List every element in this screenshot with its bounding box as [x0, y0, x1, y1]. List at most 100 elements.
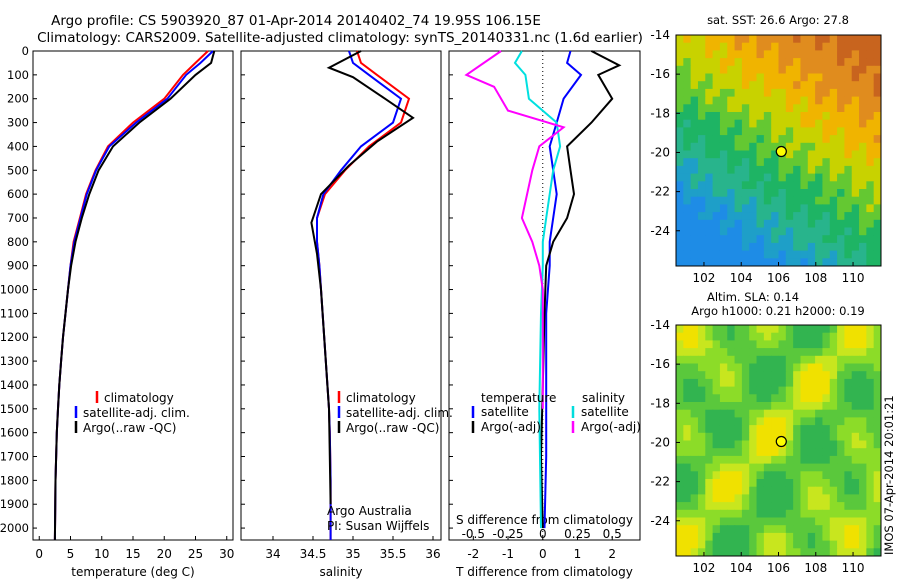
- map-cell: [719, 363, 728, 372]
- map-cell: [815, 235, 823, 244]
- depth-tick-label: 400: [7, 139, 29, 153]
- map-cell: [873, 112, 882, 121]
- map-cell: [690, 386, 699, 395]
- map-cell: [815, 540, 823, 549]
- map-cell: [771, 219, 779, 228]
- map-cell: [829, 104, 838, 113]
- map-cell: [734, 332, 743, 341]
- map-cell: [734, 502, 743, 511]
- diff-temp-sat-label: satellite: [481, 405, 529, 419]
- map-cell: [807, 540, 816, 549]
- map-cell: [859, 50, 867, 59]
- map-cell: [844, 127, 853, 136]
- map-cell: [859, 417, 867, 426]
- map-cell: [756, 150, 765, 159]
- legend-argo-label: Argo(..raw -QC): [346, 421, 439, 435]
- map-cell: [705, 548, 714, 557]
- map-cell: [763, 42, 772, 51]
- map-cell: [844, 50, 853, 59]
- depth-tick-label: 500: [7, 163, 29, 177]
- map-cell: [763, 432, 772, 441]
- map-cell: [844, 540, 853, 549]
- map-cell: [785, 355, 794, 364]
- map-cell: [837, 548, 845, 557]
- s-tick-label: -0.5: [462, 527, 485, 541]
- map-cell: [719, 417, 728, 426]
- map-cell: [712, 425, 721, 434]
- map-cell: [807, 127, 816, 136]
- map-cell: [815, 150, 823, 159]
- map-cell: [851, 50, 860, 59]
- map-cell: [822, 402, 831, 411]
- map-cell: [837, 394, 845, 403]
- map-cell: [763, 181, 772, 190]
- map-cell: [771, 73, 779, 82]
- map-cell: [815, 386, 823, 395]
- map-cell: [697, 212, 706, 221]
- map-cell: [851, 127, 860, 136]
- map-cell: [866, 81, 875, 90]
- map-cell: [749, 455, 758, 465]
- map-cell: [807, 455, 816, 465]
- map-cell: [741, 127, 750, 136]
- map-cell: [800, 181, 809, 190]
- map-cell: [785, 479, 794, 488]
- map-cell: [705, 135, 714, 144]
- map-cell: [719, 81, 728, 90]
- map-cell: [734, 196, 743, 205]
- map-cell: [697, 378, 706, 388]
- map-cell: [697, 173, 706, 182]
- legend-clim-label: climatology: [104, 391, 174, 405]
- map-cell: [763, 81, 772, 90]
- map-cell: [697, 181, 706, 190]
- map-cell: [771, 50, 779, 59]
- map-cell: [676, 471, 684, 480]
- map-cell: [837, 509, 845, 518]
- map-cell: [851, 196, 860, 205]
- map-cell: [837, 165, 845, 175]
- map-cell: [734, 150, 743, 159]
- map-cell: [778, 173, 787, 182]
- map-cell: [873, 463, 882, 472]
- map-cell: [807, 81, 816, 90]
- map-cell: [844, 42, 853, 51]
- map-cell: [741, 363, 750, 372]
- map-cell: [690, 502, 699, 511]
- map-cell: [727, 112, 736, 121]
- map-cell: [785, 73, 794, 82]
- map-cell: [844, 227, 853, 236]
- map-cell: [851, 235, 860, 244]
- map-cell: [683, 65, 692, 74]
- map-cell: [866, 502, 875, 511]
- map-cell: [785, 212, 794, 221]
- map-cell: [859, 196, 867, 205]
- map-cell: [844, 88, 853, 98]
- map-cell: [822, 65, 831, 74]
- map-cell: [676, 235, 684, 244]
- x-axis-label: temperature (deg C): [71, 565, 194, 579]
- map-cell: [749, 104, 758, 113]
- map-cell: [719, 212, 728, 221]
- map-cell: [800, 332, 809, 341]
- map-cell: [756, 204, 765, 213]
- map-cell: [734, 119, 743, 128]
- map-cell: [844, 142, 853, 151]
- map-cell: [749, 363, 758, 372]
- map-cell: [771, 517, 779, 526]
- map-cell: [800, 425, 809, 434]
- map-cell: [756, 135, 765, 144]
- map-cell: [851, 325, 860, 334]
- map-cell: [851, 548, 860, 557]
- map-cell: [866, 181, 875, 190]
- map-cell: [727, 212, 736, 221]
- map-cell: [800, 112, 809, 121]
- map-cell: [778, 355, 787, 364]
- map-cell: [763, 448, 772, 457]
- map-cell: [822, 386, 831, 395]
- map-cell: [815, 325, 823, 334]
- map-cell: [741, 448, 750, 457]
- map-cell: [859, 158, 867, 167]
- map-cell: [785, 348, 794, 357]
- map-cell: [712, 502, 721, 511]
- map-cell: [785, 250, 794, 259]
